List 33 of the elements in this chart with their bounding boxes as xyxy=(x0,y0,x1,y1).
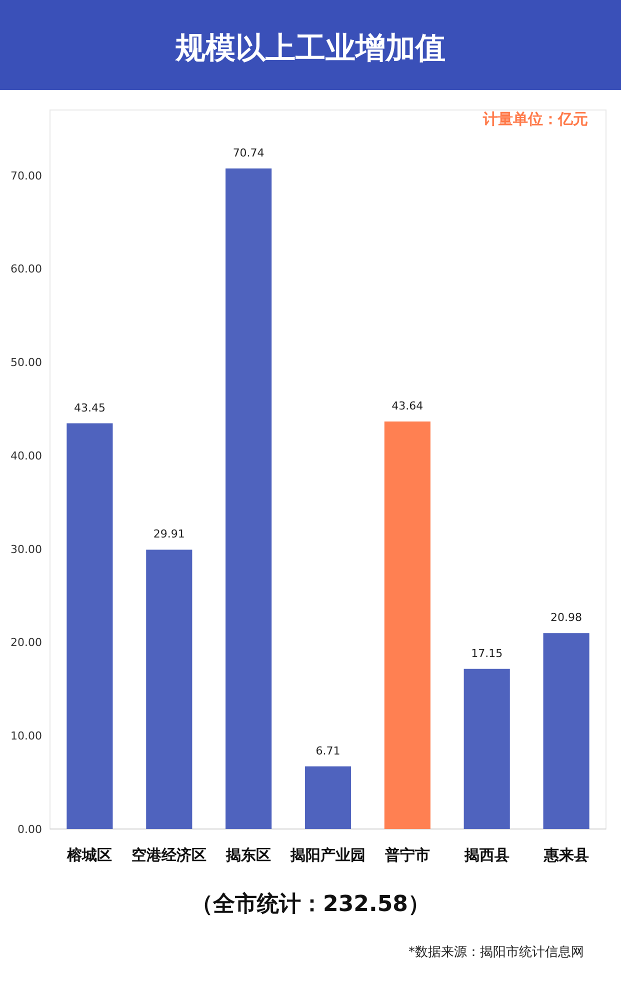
x-tick-label: 普宁市 xyxy=(384,846,430,864)
bar xyxy=(146,550,192,829)
data-label: 17.15 xyxy=(471,646,503,660)
bar xyxy=(384,422,430,829)
chart-title: 规模以上工业增加值 xyxy=(174,31,446,66)
bar xyxy=(226,168,272,829)
data-label: 29.91 xyxy=(153,528,185,541)
x-tick-label: 揭东区 xyxy=(225,846,272,864)
bar xyxy=(543,633,590,829)
data-label: 70.74 xyxy=(232,146,264,160)
y-tick-label: 0.00 xyxy=(18,823,42,836)
x-tick-label: 揭阳产业园 xyxy=(290,846,366,864)
y-tick-label: 40.00 xyxy=(10,449,42,462)
data-label: 20.98 xyxy=(550,611,582,624)
y-tick-label: 30.00 xyxy=(10,542,42,556)
x-tick-label: 惠来县 xyxy=(542,846,589,864)
bar xyxy=(464,668,510,829)
y-tick-label: 10.00 xyxy=(10,730,42,743)
y-tick-label: 70.00 xyxy=(10,169,42,182)
data-label: 43.64 xyxy=(392,400,424,413)
data-label: 6.71 xyxy=(316,744,340,758)
x-tick-label: 揭西县 xyxy=(463,846,510,864)
bar xyxy=(66,423,113,829)
text: *数据来源：揭阳市统计信息网 xyxy=(408,945,584,960)
bar xyxy=(304,766,352,829)
y-tick-label: 20.00 xyxy=(10,636,42,650)
data-label: 43.45 xyxy=(74,401,106,414)
y-tick-label: 60.00 xyxy=(10,262,42,276)
y-tick-label: 50.00 xyxy=(10,356,42,370)
text: （全市统计：232.58） xyxy=(191,891,430,917)
annotation: 计量单位：亿元 xyxy=(482,110,588,128)
x-tick-label: 榕城区 xyxy=(66,846,112,864)
x-tick-label: 空港经济区 xyxy=(132,846,207,864)
